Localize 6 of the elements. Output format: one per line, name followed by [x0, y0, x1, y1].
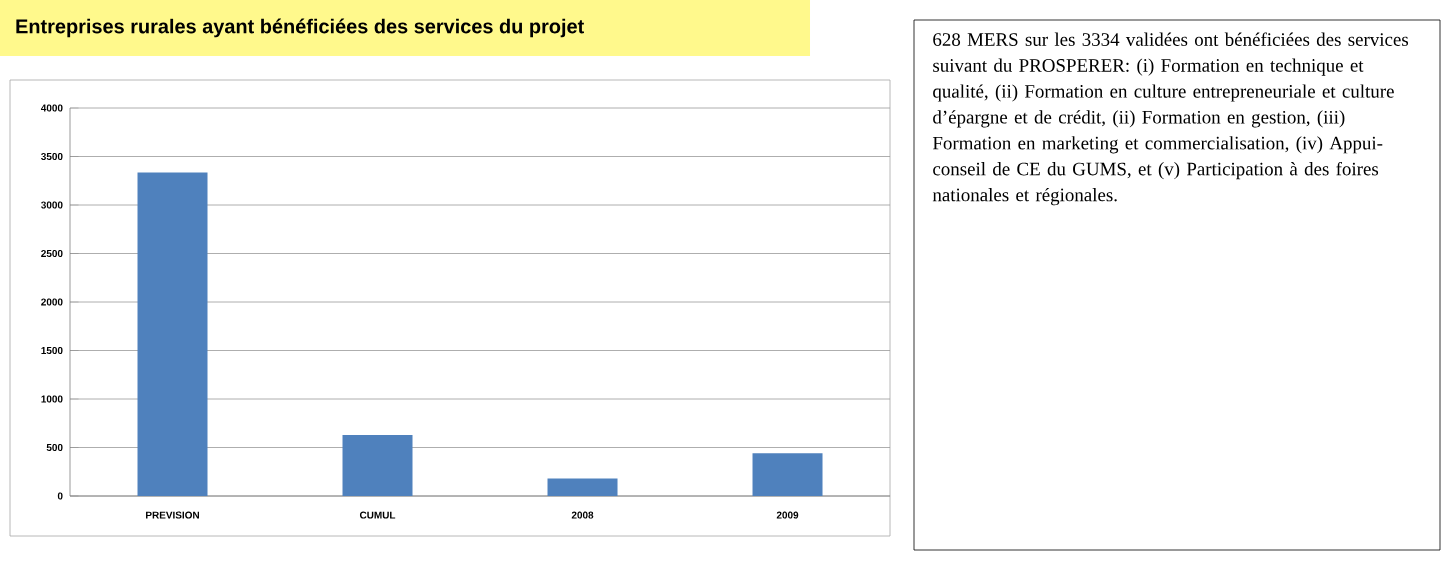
text: 628 MERS sur les 3334 validées ont bénéficiées des services suivant du PROSPERER: (i) Formation en technique et qualité, (ii) Formation en culture entrepreneuriale et culture d’épargne et de crédit, (ii) Formation en gestion, (iii) Formation en marketing et commercialisation, (iv) Appui-conseil de CE du GUMS, et (v) Participation à des foires nationales et régionales. — [932, 32, 1409, 206]
bar — [547, 478, 618, 496]
bar — [137, 172, 208, 496]
bar — [752, 453, 823, 496]
bar — [342, 435, 413, 496]
chart-title: Entreprises rurales ayant bénéficiées des services du projet — [16, 18, 584, 38]
